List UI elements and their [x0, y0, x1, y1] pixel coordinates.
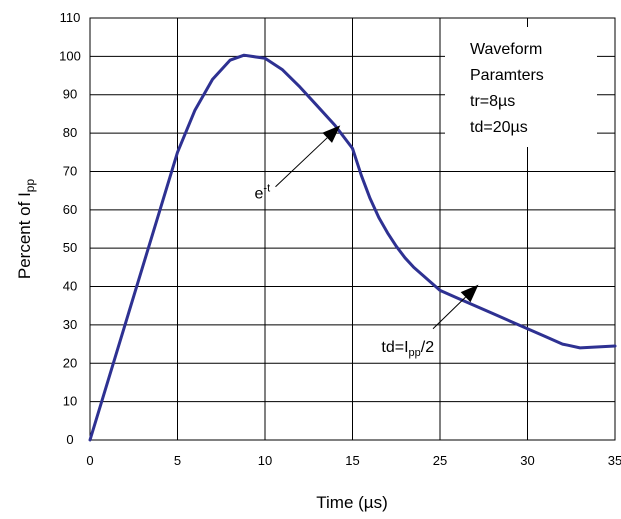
y-tick-label: 50 — [63, 240, 77, 255]
y-tick-label: 0 — [66, 432, 73, 447]
legend-background — [445, 27, 597, 147]
x-tick-label: 25 — [433, 453, 447, 468]
y-tick-label: 40 — [63, 279, 77, 294]
legend-line: td=20µs — [470, 119, 528, 136]
series-line — [88, 53, 617, 442]
y-axis-title: Percent of Ipp — [15, 179, 37, 280]
x-tick-label: 10 — [258, 453, 272, 468]
exp-annotation: e-t — [255, 125, 341, 202]
x-tick-label: 30 — [520, 453, 534, 468]
annotation-arrow-head — [460, 284, 479, 303]
grid — [90, 18, 615, 440]
x-tick-label: 0 — [86, 453, 93, 468]
annotation-text-sup: -t — [263, 182, 270, 194]
y-tick-label: 10 — [63, 394, 77, 409]
legend-line: Paramters — [470, 67, 544, 84]
x-tick-label: 15 — [345, 453, 359, 468]
y-tick-label: 70 — [63, 163, 77, 178]
legend-line: Waveform — [470, 41, 542, 58]
x-tick-label: 35 — [608, 453, 621, 468]
annotation-text-main: e — [255, 185, 264, 202]
tick-labels: 0 5 10 15 25 30 35 0 10 20 30 40 50 60 70 80 90 100 110 — [59, 10, 621, 468]
x-axis-title: Time (µs) — [316, 493, 388, 512]
td-annotation: td=Ipp/2 — [381, 284, 479, 359]
annotation-text: td=Ipp/2 — [381, 339, 434, 359]
legend-box: Waveform Paramters tr=8µs td=20µs — [445, 27, 597, 147]
y-tick-label: 60 — [63, 202, 77, 217]
annotations: e-t td=Ipp/2 — [255, 125, 479, 359]
series-group — [88, 53, 617, 442]
annotation-arrow-line — [432, 296, 466, 330]
y-tick-label: 20 — [63, 355, 77, 370]
annotation-text: e-t — [255, 182, 271, 202]
annotation-text-main: td=I — [381, 339, 408, 356]
y-axis-title-main: Percent of I — [15, 192, 34, 279]
y-tick-label: 100 — [59, 48, 81, 63]
y-tick-label: 110 — [60, 10, 81, 25]
annotation-text-sub: pp — [409, 347, 421, 359]
annotation-text-tail: /2 — [421, 339, 434, 356]
annotation-arrow-head — [322, 125, 341, 143]
annotation-arrow-line — [275, 137, 328, 188]
legend-line: tr=8µs — [470, 93, 515, 110]
x-tick-label: 5 — [174, 453, 181, 468]
y-tick-label: 90 — [63, 87, 77, 102]
y-axis-title-sub: pp — [23, 179, 37, 193]
y-tick-label: 80 — [63, 125, 77, 140]
y-tick-label: 30 — [63, 317, 77, 332]
